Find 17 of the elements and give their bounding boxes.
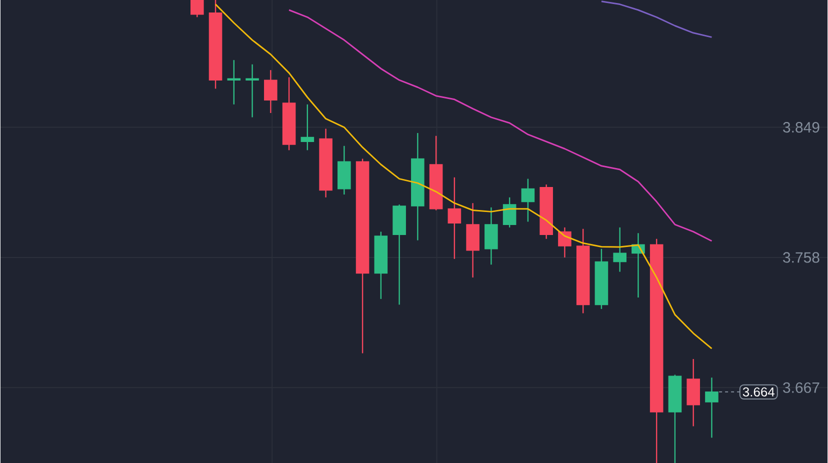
candlestick xyxy=(264,69,278,114)
ref-line-label: 3.664 xyxy=(742,387,775,396)
candlestick xyxy=(558,226,572,258)
candlestick xyxy=(448,176,462,260)
y-tick-label: 3.667 xyxy=(783,382,820,393)
candlestick xyxy=(502,196,516,228)
candlestick xyxy=(190,0,204,18)
candlestick xyxy=(521,178,535,222)
candlestick xyxy=(613,226,626,272)
line-series xyxy=(600,0,712,38)
candlestick xyxy=(300,104,314,151)
candlestick xyxy=(227,59,241,105)
y-tick-label: 3.849 xyxy=(783,122,820,132)
line-series xyxy=(214,3,712,350)
candlestick xyxy=(246,64,259,118)
candlestick xyxy=(705,376,718,438)
y-tick-label: 3.758 xyxy=(783,252,820,263)
